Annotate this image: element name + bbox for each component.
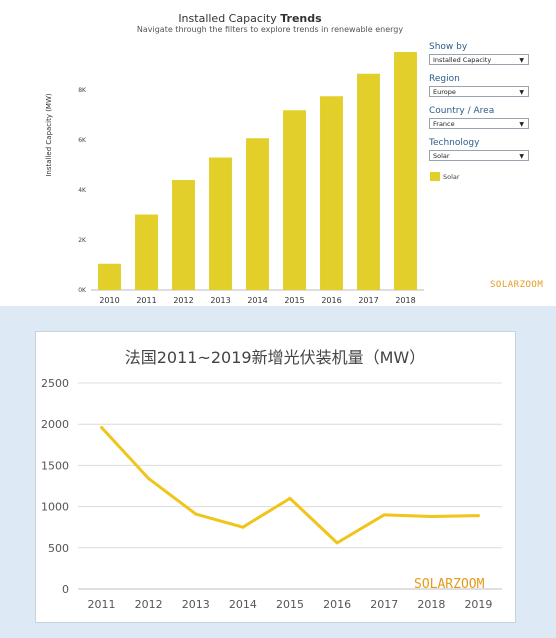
- y-tick-label: 0: [62, 583, 69, 596]
- chevron-down-icon: ▼: [519, 121, 524, 128]
- filter-label-show-by: Show by: [429, 42, 468, 52]
- bar: [320, 96, 343, 290]
- technology-value: Solar: [433, 152, 450, 160]
- y-tick-label: 4K: [78, 187, 87, 194]
- x-tick-label: 2017: [370, 598, 398, 611]
- bar: [394, 52, 417, 290]
- x-tick-label: 2012: [135, 598, 163, 611]
- x-tick-label: 2013: [210, 296, 230, 305]
- legend-swatch-solar: [430, 172, 440, 181]
- y-tick-label: 500: [48, 542, 69, 555]
- x-tick-label: 2019: [464, 598, 492, 611]
- data-point: [194, 512, 198, 516]
- x-tick-label: 2013: [182, 598, 210, 611]
- data-point: [429, 514, 433, 518]
- x-tick-label: 2017: [358, 296, 378, 305]
- x-tick-label: 2014: [229, 598, 257, 611]
- line-chart-title: 法国2011~2019新增光伏装机量（MW）: [124, 348, 426, 367]
- bar: [135, 214, 158, 290]
- data-point: [241, 525, 245, 529]
- y-tick-label: 2500: [41, 377, 69, 390]
- y-tick-label: 8K: [78, 87, 87, 94]
- line-chart-panel: [35, 331, 516, 623]
- data-point: [100, 425, 104, 429]
- x-tick-label: 2016: [323, 598, 351, 611]
- bar: [357, 73, 380, 290]
- x-tick-label: 2015: [276, 598, 304, 611]
- bar: [172, 180, 195, 290]
- y-tick-label: 1000: [41, 501, 69, 514]
- bar: [283, 110, 306, 290]
- y-tick-label: 1500: [41, 459, 69, 472]
- y-tick-label: 6K: [78, 137, 87, 144]
- x-tick-label: 2011: [136, 296, 156, 305]
- data-point: [382, 513, 386, 517]
- x-tick-label: 2018: [417, 598, 445, 611]
- technology-dropdown[interactable]: Solar ▼: [429, 150, 529, 161]
- filter-label-technology: Technology: [429, 138, 480, 148]
- y-tick-label: 2K: [78, 237, 87, 244]
- data-point: [288, 496, 292, 500]
- x-tick-label: 2014: [247, 296, 267, 305]
- x-tick-label: 2016: [321, 296, 341, 305]
- x-tick-label: 2018: [395, 296, 415, 305]
- region-dropdown[interactable]: Europe ▼: [429, 86, 529, 97]
- top-chart-subtitle: Navigate through the filters to explore …: [136, 25, 404, 34]
- show-by-value: Installed Capacity: [433, 56, 492, 64]
- x-tick-label: 2012: [173, 296, 193, 305]
- title-bold: Trends: [280, 12, 322, 25]
- data-point: [476, 514, 480, 518]
- bar: [246, 138, 269, 290]
- x-tick-label: 2010: [99, 296, 119, 305]
- watermark-logo: SOLARZOOM: [490, 280, 544, 290]
- bar: [98, 263, 121, 290]
- bar: [209, 157, 232, 290]
- data-point: [147, 477, 151, 481]
- filter-label-country: Country / Area: [429, 106, 495, 116]
- filter-label-region: Region: [429, 74, 460, 84]
- top-chart-title: Installed Capacity Trends: [0, 12, 500, 25]
- country-value: France: [433, 120, 455, 128]
- show-by-dropdown[interactable]: Installed Capacity ▼: [429, 54, 529, 65]
- chevron-down-icon: ▼: [519, 89, 524, 96]
- legend-label-solar: Solar: [443, 173, 460, 181]
- x-tick-label: 2015: [284, 296, 304, 305]
- chevron-down-icon: ▼: [519, 153, 524, 160]
- y-tick-label: 2000: [41, 418, 69, 431]
- country-dropdown[interactable]: France ▼: [429, 118, 529, 129]
- x-tick-label: 2011: [88, 598, 116, 611]
- series-line: [100, 426, 479, 545]
- watermark-logo: SOLARZOOM: [414, 577, 485, 592]
- title-plain: Installed Capacity: [178, 12, 277, 25]
- region-value: Europe: [433, 88, 456, 96]
- bar-chart: Installed Capacity (MW) 0K 2K 4K 6K 8K 2010 201…: [45, 52, 424, 305]
- y-axis-label: Installed Capacity (MW): [45, 93, 53, 177]
- data-point: [335, 541, 339, 545]
- chevron-down-icon: ▼: [519, 57, 524, 64]
- y-tick-label: 0K: [78, 287, 87, 294]
